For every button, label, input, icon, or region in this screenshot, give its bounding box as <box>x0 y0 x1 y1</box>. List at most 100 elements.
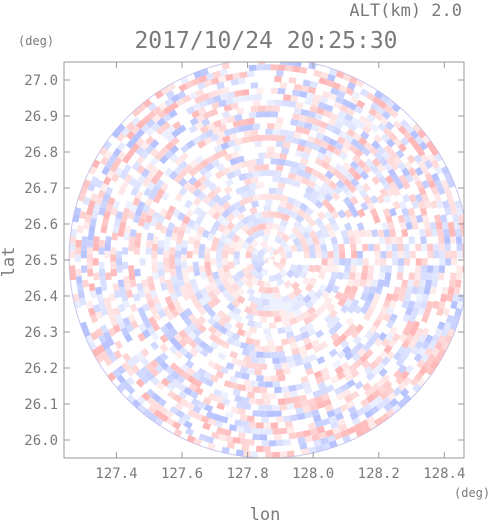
radar-cell <box>113 218 122 227</box>
radar-cell <box>417 160 427 170</box>
radar-cell <box>141 392 151 402</box>
radar-cell <box>113 290 122 299</box>
radar-cell <box>239 118 248 126</box>
radar-cell <box>159 155 169 165</box>
radar-cell <box>278 308 288 316</box>
radar-cell <box>287 196 296 205</box>
radar-cell <box>449 321 458 331</box>
radar-cell <box>399 352 409 362</box>
radar-cell <box>309 250 316 259</box>
radar-cell <box>168 170 178 181</box>
radar-cell <box>191 77 201 86</box>
radar-cell <box>95 286 103 295</box>
radar-cell <box>368 399 378 409</box>
radar-cell <box>250 176 259 184</box>
radar-cell <box>361 265 369 273</box>
radar-cell <box>183 181 193 191</box>
radar-cell <box>162 305 172 315</box>
radar-cell <box>201 118 211 127</box>
radar-cell <box>221 86 230 95</box>
radar-cell <box>209 226 218 236</box>
radar-cell <box>421 293 430 302</box>
radar-cell <box>236 155 245 164</box>
radar-cell <box>365 371 376 381</box>
radar-cell <box>364 119 374 129</box>
radar-cell <box>88 225 96 234</box>
radar-cell <box>164 141 175 151</box>
radar-cell <box>268 211 277 218</box>
radar-cell <box>150 166 160 176</box>
radar-cell <box>303 250 311 259</box>
radar-cell <box>334 121 344 130</box>
radar-cell <box>207 299 217 309</box>
radar-cell <box>215 370 225 379</box>
radar-cell <box>250 105 259 113</box>
radar-cell <box>148 316 157 326</box>
radar-cell <box>282 319 291 328</box>
radar-cell <box>392 187 402 197</box>
radar-cell <box>205 411 215 420</box>
radar-cell <box>342 73 352 82</box>
radar-cell <box>348 122 358 132</box>
radar-cell <box>366 292 375 302</box>
radar-cell <box>230 126 240 135</box>
radar-cell <box>327 216 337 226</box>
radar-cell <box>197 106 207 116</box>
radar-cell <box>163 243 170 252</box>
radar-cell <box>354 358 364 368</box>
radar-cell <box>216 214 226 224</box>
radar-cell <box>173 332 183 343</box>
radar-cell <box>283 300 293 309</box>
radar-cell <box>112 200 121 210</box>
y-tick-label: 26.1 <box>24 397 58 413</box>
radar-cell <box>301 243 310 252</box>
radar-cell <box>443 186 452 195</box>
radar-cell <box>328 68 338 77</box>
radar-cell <box>274 170 282 177</box>
radar-cell <box>347 426 357 435</box>
radar-cell <box>164 97 174 107</box>
radar-cell <box>446 293 454 303</box>
radar-cell <box>400 388 410 398</box>
radar-cell <box>398 258 405 266</box>
radar-cell <box>203 371 213 380</box>
radar-cell <box>137 403 147 414</box>
radar-cell <box>207 90 217 99</box>
radar-cell <box>284 159 293 167</box>
radar-cell <box>258 62 266 65</box>
radar-cell <box>340 304 350 314</box>
radar-cell <box>146 396 157 406</box>
radar-cell <box>307 86 317 95</box>
radar-cell <box>135 351 145 361</box>
radar-cell <box>128 236 136 245</box>
radar-cell <box>314 199 324 209</box>
radar-cell <box>124 282 132 292</box>
radar-cell <box>200 415 210 424</box>
radar-cell <box>323 210 333 220</box>
radar-cell <box>213 144 223 154</box>
radar-cell <box>333 258 340 266</box>
radar-cell <box>75 268 82 277</box>
radar-cell <box>310 339 320 348</box>
radar-cell <box>174 192 184 202</box>
radar-cell <box>100 225 108 234</box>
radar-cell <box>230 357 240 366</box>
radar-cell <box>405 364 415 374</box>
radar-cell <box>191 222 201 232</box>
radar-cell <box>358 229 367 238</box>
radar-cell <box>321 229 330 239</box>
radar-cell <box>232 201 242 210</box>
radar-cell <box>214 277 223 287</box>
radar-cell <box>281 386 290 393</box>
radar-cell <box>403 243 410 252</box>
radar-cell <box>356 142 366 152</box>
radar-cell <box>293 353 302 361</box>
radar-cell <box>176 236 184 245</box>
radar-cell <box>248 397 257 405</box>
radar-cell <box>453 286 461 295</box>
radar-cell <box>140 348 150 358</box>
radar-cell <box>199 125 209 134</box>
radar-cell <box>401 279 409 288</box>
radar-cell <box>254 321 263 329</box>
radar-cell <box>417 286 425 295</box>
